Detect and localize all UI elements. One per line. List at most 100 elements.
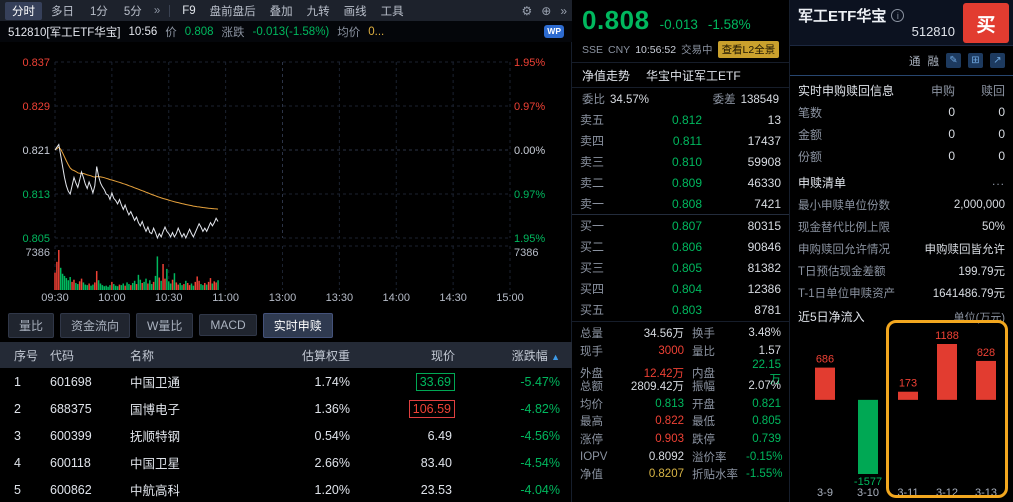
stat-value: 3.48% [748, 326, 781, 339]
ask-level-label: 卖三 [580, 155, 605, 169]
stat-label: 均价 [580, 398, 603, 411]
exchange-label: SSE [582, 43, 604, 56]
tab-time-sharing[interactable]: 分时 [5, 1, 42, 20]
table-row[interactable]: 2 688375 国博电子 1.36% 106.59 -4.82% [0, 395, 572, 422]
row-index: 3 [14, 428, 21, 443]
stat-label: 量比 [692, 345, 715, 358]
svg-text:14:30: 14:30 [439, 292, 467, 304]
pre-post-market-button[interactable]: 盘前盘后 [209, 5, 256, 18]
ask-levels: 卖五 0.812 13 卖四 0.811 17437 卖三 0.810 59908 卖二 0.… [572, 109, 789, 214]
bid-volume: 80315 [747, 218, 781, 233]
th-code[interactable]: 代码 [50, 348, 75, 363]
svg-text:3-12: 3-12 [936, 487, 958, 499]
stock-code: 600399 [50, 428, 92, 443]
bid-row[interactable]: 买四 0.804 12386 [572, 278, 789, 299]
svg-text:7386: 7386 [514, 247, 538, 259]
svg-text:0.837: 0.837 [22, 57, 50, 69]
ask-row[interactable]: 卖二 0.809 46330 [572, 172, 789, 193]
share-icon[interactable]: ↗ [990, 53, 1005, 68]
avg-value: 0... [368, 25, 385, 38]
add-icon[interactable]: ⊕ [541, 3, 552, 18]
detail-label: T-1日单位申赎资产 [798, 288, 896, 300]
nine-turn-button[interactable]: 九转 [306, 5, 330, 18]
stat-label: 总量 [580, 327, 603, 340]
info-icon[interactable]: i [891, 9, 905, 22]
margin-tag-tong[interactable]: 通 [909, 55, 921, 68]
row-index: 5 [14, 482, 21, 497]
overlay-button[interactable]: 叠加 [269, 5, 293, 18]
ask-row[interactable]: 卖一 0.808 7421 [572, 193, 789, 214]
svg-text:10:30: 10:30 [155, 292, 183, 304]
weicha-label: 委差 [712, 94, 736, 106]
tab-5min[interactable]: 5分 [123, 5, 142, 18]
svg-text:13:30: 13:30 [326, 292, 354, 304]
change-pct: -4.82% [520, 401, 560, 416]
th-price[interactable]: 现价 [430, 348, 455, 363]
svg-text:686: 686 [816, 354, 834, 366]
ask-row[interactable]: 卖三 0.810 59908 [572, 151, 789, 172]
subscription-row: 笔数 0 0 [790, 101, 1013, 123]
tools-button[interactable]: 工具 [380, 5, 404, 18]
subtab-realtime-subscription[interactable]: 实时申赎 [262, 312, 333, 338]
th-change[interactable]: 涨跌幅 ▲ [467, 347, 572, 364]
bid-price: 0.804 [671, 281, 702, 296]
svg-text:0.829: 0.829 [22, 101, 50, 113]
bid-price: 0.807 [671, 218, 702, 233]
buy-button[interactable]: 买 [963, 3, 1009, 43]
l2-view-link[interactable]: 查看L2全景 [717, 41, 780, 58]
stat-label: 涨停 [580, 433, 603, 446]
table-row[interactable]: 5 600862 中航高科 1.20% 23.53 -4.04% [0, 476, 572, 502]
subtab-volume-ratio[interactable]: 量比 [8, 312, 55, 338]
etf-header: 军工ETF华宝 i 512810 买 [790, 0, 1013, 46]
f9-button[interactable]: F9 [182, 4, 196, 17]
subtab-w-volume-ratio[interactable]: W量比 [136, 312, 194, 338]
subscription-row: 金额 0 0 [790, 123, 1013, 145]
subtab-fund-flow[interactable]: 资金流向 [60, 312, 131, 338]
subtab-macd[interactable]: MACD [199, 314, 257, 336]
stat-value: 0.813 [655, 397, 684, 410]
edit-icon[interactable]: ✎ [946, 53, 961, 68]
tab-multi-day[interactable]: 多日 [51, 5, 74, 18]
bid-level-label: 买四 [580, 282, 605, 296]
ask-row[interactable]: 卖四 0.811 17437 [572, 130, 789, 151]
chart-toolbar: 分时 多日 1分 5分 » F9 盘前盘后 叠加 九转 画线 工具 ⚙ ⊕ » [0, 0, 572, 21]
wp-logo-icon[interactable]: WP [544, 25, 564, 38]
stock-code-name: 512810[军工ETF华宝] [8, 26, 121, 39]
more-icon[interactable]: ... [991, 174, 1005, 188]
stat-label: 最高 [580, 416, 603, 429]
gear-icon[interactable]: ⚙ [521, 3, 533, 18]
toolbar-more-icon[interactable]: » [560, 3, 567, 18]
net-inflow-header: 近5日净流入 单位(万元) [790, 304, 1013, 324]
avg-label: 均价 [337, 26, 361, 39]
stat-label: 总额 [580, 380, 603, 393]
intraday-chart[interactable]: 0.837 0.829 0.821 0.813 0.805 1.95% 0.97% 0.00%… [0, 42, 572, 304]
table-row[interactable]: 4 600118 中国卫星 2.66% 83.40 -4.54% [0, 449, 572, 476]
svg-text:0.97%: 0.97% [514, 189, 545, 201]
bid-row[interactable]: 买五 0.803 8781 [572, 299, 789, 320]
grid-icon[interactable]: ⊞ [968, 53, 983, 68]
stat-value: -1.55% [746, 468, 783, 481]
bid-ask-ratio-row: 委比 34.57% 委差 138549 [572, 88, 789, 108]
bid-price: 0.806 [671, 239, 702, 254]
margin-tag-rong[interactable]: 融 [927, 55, 940, 68]
change-pct: -4.54% [520, 455, 560, 470]
svg-text:3-11: 3-11 [897, 487, 918, 499]
nav-trend-link[interactable]: 净值走势 [582, 69, 631, 83]
table-row[interactable]: 3 600399 抚顺特钢 0.54% 6.49 -4.56% [0, 422, 572, 449]
sort-asc-icon[interactable]: ▲ [551, 351, 560, 362]
price-value: 0.808 [184, 25, 214, 38]
period-more-icon[interactable]: » [153, 4, 161, 17]
ask-row[interactable]: 卖五 0.812 13 [572, 109, 789, 130]
quote-time: 10:56 [128, 25, 158, 38]
th-index[interactable]: 序号 [14, 348, 39, 363]
th-name[interactable]: 名称 [130, 348, 155, 363]
th-weight[interactable]: 估算权重 [301, 348, 350, 363]
table-row[interactable]: 1 601698 中国卫通 1.74% 33.69 -5.47% [0, 368, 572, 395]
tab-1min[interactable]: 1分 [90, 5, 108, 18]
bid-row[interactable]: 买三 0.805 81382 [572, 257, 789, 278]
bid-row[interactable]: 买一 0.807 80315 [572, 215, 789, 236]
subscription-header: 实时申购赎回信息 申购 赎回 [790, 76, 1013, 101]
bid-row[interactable]: 买二 0.806 90846 [572, 236, 789, 257]
stat-label: 折贴水率 [692, 469, 738, 482]
draw-line-button[interactable]: 画线 [343, 5, 367, 18]
